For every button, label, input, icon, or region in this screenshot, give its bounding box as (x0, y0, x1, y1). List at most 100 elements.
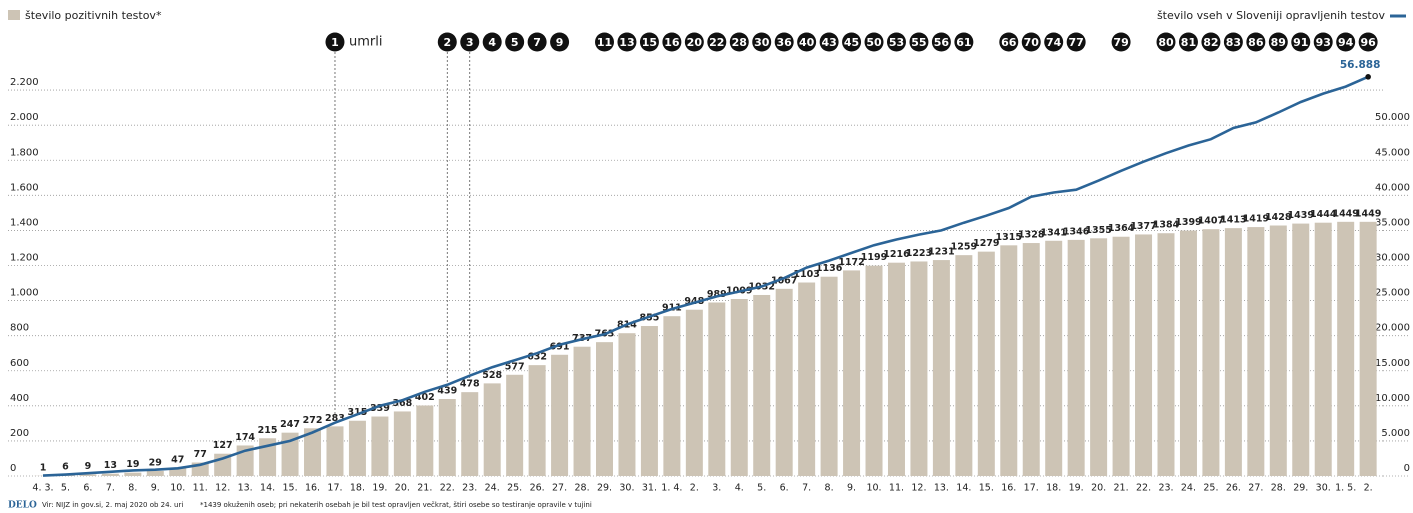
death-count: 56 (934, 36, 950, 49)
bar-value-label: 1428 (1265, 212, 1292, 223)
bar (483, 383, 501, 476)
death-marker (550, 32, 570, 52)
line (42, 75, 1369, 477)
y-tick-label: 1.200 (10, 253, 39, 264)
bar (820, 276, 838, 476)
death-label: umrli (349, 35, 382, 50)
death-marker (617, 32, 637, 52)
bar-value-label: 368 (392, 398, 412, 409)
x-tick-label: 24. (485, 483, 500, 494)
legend-label: število pozitivnih testov* (25, 9, 162, 22)
bar (1090, 238, 1108, 476)
bar-value-label: 439 (437, 385, 457, 396)
bar (932, 260, 950, 476)
death-marker (999, 32, 1019, 52)
bar (955, 255, 973, 476)
death-marker (954, 32, 974, 52)
y-tick-label: 600 (10, 358, 29, 369)
bar (1359, 221, 1377, 476)
bar (663, 316, 681, 476)
death-marker (460, 32, 480, 52)
bar-value-label: 47 (171, 454, 184, 465)
bar (438, 398, 456, 476)
death-count: 77 (1069, 36, 1084, 49)
y2-tick-label: 0 (1404, 463, 1410, 474)
death-count: 36 (777, 36, 793, 49)
bar-value-label: 1328 (1018, 230, 1045, 241)
death-count: 93 (1316, 36, 1331, 49)
death-count: 70 (1024, 36, 1040, 49)
bar-value-label: 1223 (906, 248, 932, 259)
bar-value-label: 1407 (1198, 216, 1224, 227)
bar (1247, 227, 1265, 476)
x-tick-label: 27. (1248, 483, 1263, 494)
bar (1045, 240, 1063, 476)
bar (1179, 230, 1197, 476)
bar-value-label: 1279 (973, 238, 999, 249)
x-tick-label: 22. (440, 483, 455, 494)
x-tick-label: 7. (802, 483, 811, 494)
bar (416, 405, 434, 476)
legend-label: število vseh v Sloveniji opravljenih tes… (1157, 9, 1386, 22)
y-tick-label: 1.000 (10, 288, 39, 299)
bar (304, 428, 322, 476)
x-tick-label: 12. (215, 483, 230, 494)
bar (1135, 234, 1153, 476)
x-tick-label: 10. (170, 483, 185, 494)
bar-value-label: 174 (235, 432, 255, 443)
death-marker (909, 32, 929, 52)
x-tick-label: 6. (780, 483, 789, 494)
bar-value-label: 1216 (883, 249, 910, 260)
death-marker (1223, 32, 1243, 52)
bar (730, 299, 748, 476)
bar-value-label: 13 (104, 460, 117, 471)
x-tick-label: 1. 5. (1335, 483, 1356, 494)
bar (1337, 221, 1355, 476)
x-tick-label: 30. (1316, 483, 1331, 494)
bar (798, 282, 816, 476)
bar-value-label: 1419 (1243, 214, 1269, 225)
bar-value-label: 29 (149, 457, 162, 468)
x-tick-label: 28. (574, 483, 589, 494)
bar-value-label: 1413 (1220, 215, 1246, 226)
bar (775, 288, 793, 476)
death-marker (864, 32, 884, 52)
y2-tick-label: 30.000 (1375, 253, 1410, 264)
bar (753, 294, 771, 476)
x-tick-label: 16. (305, 483, 320, 494)
bar (618, 333, 636, 476)
death-marker (639, 32, 659, 52)
death-marker (1066, 32, 1086, 52)
x-tick-label: 8. (128, 483, 137, 494)
bar (910, 261, 928, 476)
x-tick-label: 29. (597, 483, 612, 494)
y-tick-label: 200 (10, 428, 29, 439)
x-tick-label: 20. (395, 483, 410, 494)
x-tick-label: 9. (151, 483, 160, 494)
death-marker (1044, 32, 1064, 52)
bar-value-label: 1449 (1355, 208, 1381, 219)
x-tick-label: 12. (911, 483, 926, 494)
death-count: 40 (799, 36, 815, 49)
y-tick-label: 2.000 (10, 112, 39, 123)
bar (1202, 229, 1220, 476)
bar-value-label: 315 (348, 407, 368, 418)
bar (1022, 243, 1040, 476)
death-count: 13 (619, 36, 634, 49)
bar-value-label: 478 (460, 379, 480, 390)
x-tick-label: 5. (757, 483, 766, 494)
death-marker (707, 32, 727, 52)
death-count: 16 (664, 36, 680, 49)
bar (865, 265, 883, 476)
y-tick-label: 2.200 (10, 77, 39, 88)
x-tick-label: 17. (1024, 483, 1039, 494)
bar (326, 426, 344, 476)
bar (506, 374, 524, 476)
death-marker (1358, 32, 1378, 52)
death-count: 20 (687, 36, 703, 49)
bar-value-label: 1259 (951, 242, 977, 253)
bar (101, 473, 119, 476)
x-tick-label: 5. (61, 483, 70, 494)
bar (1224, 228, 1242, 476)
y-tick-label: 800 (10, 323, 29, 334)
